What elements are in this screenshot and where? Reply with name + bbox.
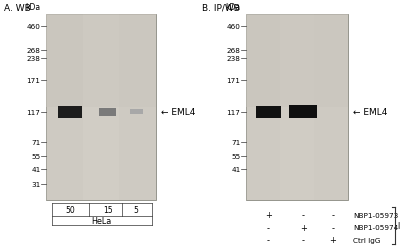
Text: B. IP/WB: B. IP/WB (202, 4, 240, 13)
Bar (256, 106, 281, 118)
Bar (246, 15, 348, 200)
Text: 5: 5 (134, 205, 139, 214)
Bar (99, 109, 116, 116)
Text: kDa: kDa (25, 3, 40, 12)
Text: A. WB: A. WB (4, 4, 31, 13)
Text: Ctrl IgG: Ctrl IgG (353, 237, 380, 243)
Text: 171: 171 (26, 78, 40, 84)
Bar (246, 15, 348, 108)
Bar (46, 15, 156, 200)
Bar (46, 15, 83, 200)
Text: 71: 71 (231, 139, 240, 145)
Text: 171: 171 (226, 78, 240, 84)
Text: 268: 268 (26, 48, 40, 54)
Text: IP: IP (397, 222, 400, 231)
Bar (119, 15, 156, 200)
Text: 238: 238 (26, 56, 40, 62)
Text: 55: 55 (231, 154, 240, 160)
Bar (83, 15, 119, 200)
Text: kDa: kDa (225, 3, 240, 12)
Bar (314, 15, 348, 200)
Text: ← EML4: ← EML4 (161, 108, 195, 117)
Bar (58, 107, 82, 118)
Text: 41: 41 (31, 167, 40, 173)
Text: 55: 55 (31, 154, 40, 160)
Bar (246, 15, 280, 200)
Text: 50: 50 (65, 205, 75, 214)
Text: -: - (267, 235, 270, 244)
Text: 268: 268 (226, 48, 240, 54)
Text: NBP1-05974: NBP1-05974 (353, 225, 398, 231)
Text: 71: 71 (31, 139, 40, 145)
Text: +: + (329, 235, 336, 244)
Text: -: - (302, 235, 305, 244)
Text: 238: 238 (226, 56, 240, 62)
Bar (289, 106, 318, 119)
Text: NBP1-05973: NBP1-05973 (353, 212, 398, 218)
Text: +: + (265, 210, 272, 219)
Text: 15: 15 (103, 205, 112, 214)
Text: +: + (300, 223, 306, 232)
Text: 460: 460 (226, 24, 240, 30)
Text: -: - (331, 210, 334, 219)
Text: -: - (267, 223, 270, 232)
Text: 41: 41 (231, 167, 240, 173)
Text: -: - (331, 223, 334, 232)
Bar (46, 15, 156, 108)
Text: 31: 31 (31, 182, 40, 187)
Text: ← EML4: ← EML4 (353, 108, 387, 117)
Text: 117: 117 (226, 109, 240, 115)
Bar (280, 15, 314, 200)
Text: 460: 460 (26, 24, 40, 30)
Text: -: - (302, 210, 305, 219)
Text: HeLa: HeLa (92, 216, 112, 225)
Text: 117: 117 (26, 109, 40, 115)
Bar (130, 110, 143, 115)
